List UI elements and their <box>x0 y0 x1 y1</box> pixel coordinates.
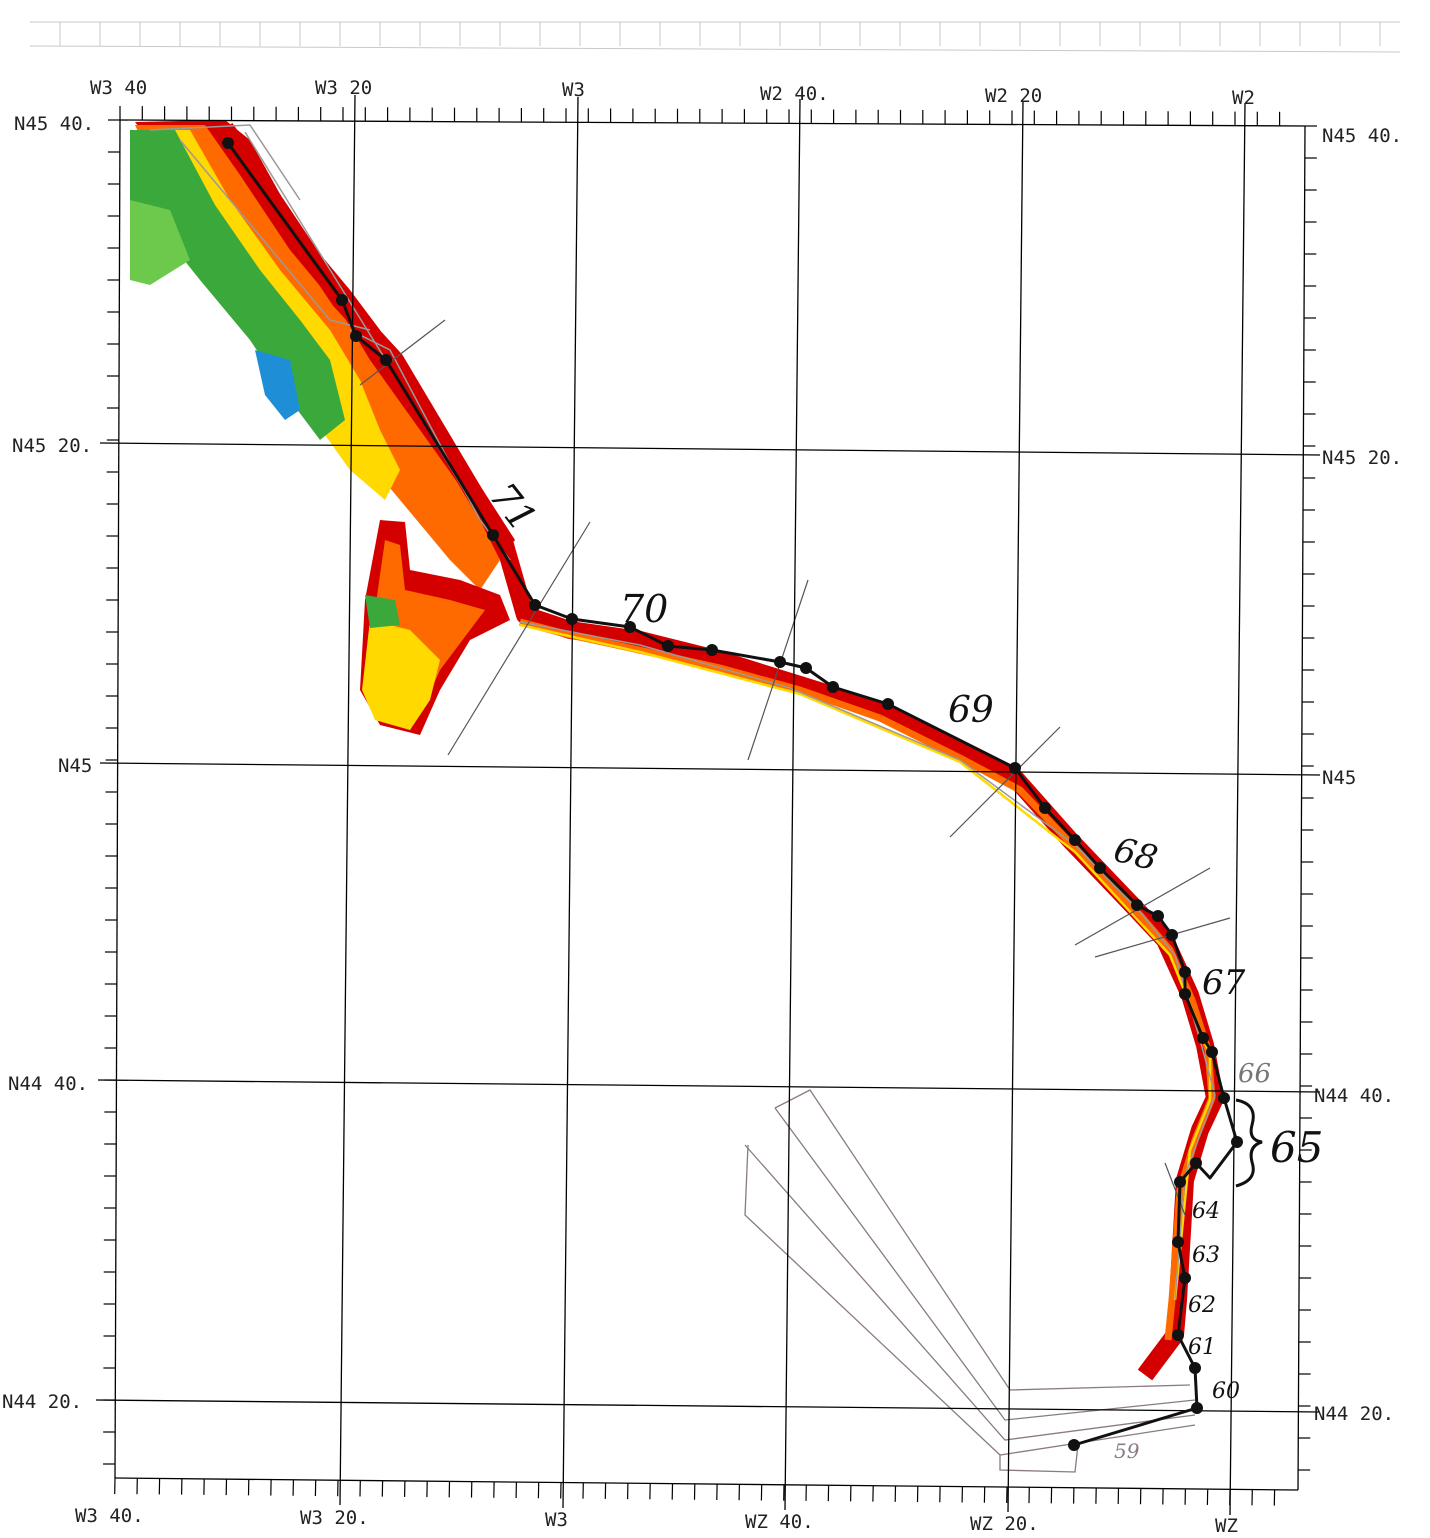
swath-band-yellow <box>519 623 1212 1301</box>
label-left-n45-20: N45 20. <box>12 435 92 457</box>
top-graph-strip <box>29 21 1401 53</box>
label-right-n45-20: N45 20. <box>1322 447 1402 469</box>
label-left-n45: N45 <box>58 755 92 777</box>
station-point <box>1009 762 1021 774</box>
label-top-w2: W2 <box>1232 87 1255 109</box>
station-point <box>1172 1236 1184 1248</box>
label-left-n44-40: N44 40. <box>8 1073 88 1095</box>
swath-lobe-green <box>365 595 400 628</box>
annotation-63: 63 <box>1192 1243 1220 1268</box>
station-point <box>1039 802 1051 814</box>
station-point <box>1152 910 1164 922</box>
station-point <box>380 354 392 366</box>
annotation-59: 59 <box>1114 1439 1140 1463</box>
cross-section-lines <box>359 319 1231 1216</box>
label-right-n45-40: N45 40. <box>1322 125 1402 147</box>
station-point <box>882 698 894 710</box>
station-point <box>827 681 839 693</box>
station-point <box>336 294 348 306</box>
station-point <box>1069 834 1081 846</box>
annotation-65: 65 <box>1270 1123 1323 1172</box>
station-point <box>1189 1362 1201 1374</box>
annotation-62: 62 <box>1188 1293 1216 1318</box>
swath-patch-nw-blue <box>255 350 300 420</box>
frame-ticks <box>103 106 1317 1506</box>
label-top-w3-40: W3 40 <box>90 77 147 99</box>
station-point <box>1068 1439 1080 1451</box>
station-point <box>350 330 362 342</box>
label-top-w2-40: W2 40. <box>760 83 829 105</box>
annotation-67: 67 <box>1202 963 1246 1003</box>
station-point <box>529 599 541 611</box>
label-right-n44-20: N44 20. <box>1314 1403 1394 1425</box>
label-right-n44-40: N44 40. <box>1314 1085 1394 1107</box>
station-point <box>566 613 578 625</box>
station-point <box>1179 966 1191 978</box>
label-top-w3: W3 <box>562 79 585 101</box>
graticule <box>95 94 1321 1516</box>
label-left-n45-40: N45 40. <box>14 113 94 135</box>
label-bottom-w3: W3 <box>545 1509 568 1531</box>
annotation-69: 69 <box>948 690 994 731</box>
station-point <box>1206 1046 1218 1058</box>
annotation-70: 70 <box>620 587 668 631</box>
swath-patch-nw-green <box>130 130 345 440</box>
station-point <box>1172 1329 1184 1341</box>
annotation-60: 60 <box>1212 1379 1240 1404</box>
station-point <box>1190 1157 1202 1169</box>
label-top-w2-20: W2 20 <box>985 85 1042 107</box>
station-point <box>1218 1092 1230 1104</box>
planned-area-outlines <box>744 1089 1196 1473</box>
left-labels: N45 40. N45 20. N45 N44 40. N44 20. <box>2 113 94 1413</box>
station-point <box>774 656 786 668</box>
swath-lobe-yellow <box>362 620 440 730</box>
annotation-64: 64 <box>1192 1199 1220 1224</box>
label-bottom-wz: WZ <box>1215 1515 1238 1537</box>
label-bottom-wz-40: WZ 40. <box>745 1511 814 1533</box>
label-bottom-w3-20: W3 20. <box>300 1507 369 1529</box>
station-point <box>1131 899 1143 911</box>
top-labels: W3 40 W3 20 W3 W2 40. W2 20 W2 <box>90 77 1255 109</box>
station-point <box>1179 988 1191 1000</box>
label-top-w3-20: W3 20 <box>315 77 372 99</box>
bottom-labels: W3 40. W3 20. W3 WZ 40. WZ 20. WZ <box>75 1505 1238 1537</box>
annotation-61: 61 <box>1188 1335 1216 1360</box>
station-point <box>1191 1402 1203 1414</box>
swath-patch-nw-green2 <box>130 200 190 285</box>
station-point <box>1174 1176 1186 1188</box>
station-point <box>1179 1272 1191 1284</box>
label-left-n44-20: N44 20. <box>2 1391 82 1413</box>
station-point <box>1231 1136 1243 1148</box>
label-bottom-w3-40: W3 40. <box>75 1505 144 1527</box>
station-point <box>1197 1032 1209 1044</box>
bathymetry-swath <box>130 120 1224 1381</box>
station-point <box>662 640 674 652</box>
station-point <box>1166 929 1178 941</box>
bracket-65 <box>1235 1098 1263 1188</box>
handwritten-annotations: 71 70 69 68 67 66 65 64 63 62 61 60 59 <box>481 474 1324 1463</box>
swath-band-orange <box>519 618 1216 1341</box>
station-point <box>487 529 499 541</box>
station-point <box>222 137 234 149</box>
station-point <box>706 644 718 656</box>
label-right-n45: N45 <box>1322 767 1356 789</box>
station-point <box>1094 862 1106 874</box>
label-bottom-wz-20: WZ 20. <box>970 1513 1039 1535</box>
annotation-66: 66 <box>1238 1059 1271 1089</box>
station-point <box>624 621 636 633</box>
station-point <box>800 662 812 674</box>
station-points <box>222 137 1243 1451</box>
right-labels: N45 40. N45 20. N45 N44 40. N44 20. <box>1314 125 1402 1425</box>
ship-track-line <box>226 142 1239 1447</box>
